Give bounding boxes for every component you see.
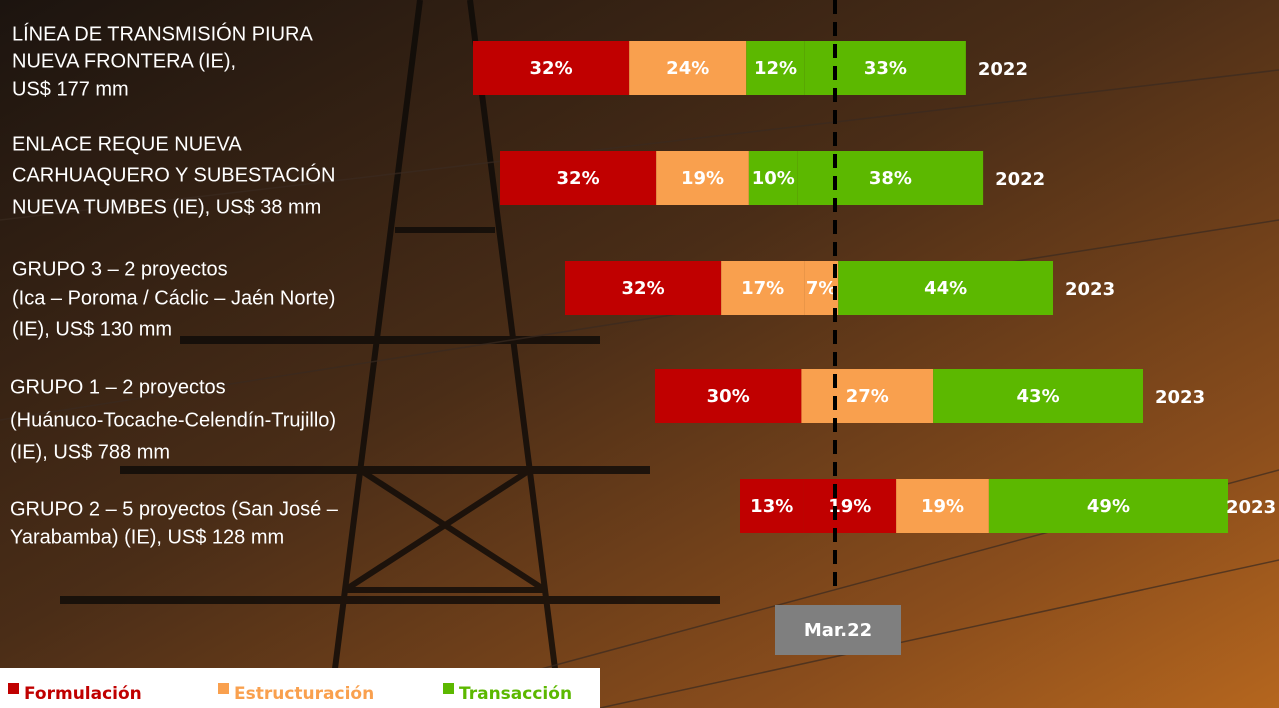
segment-label: 17%: [741, 278, 784, 299]
row-label: Yarabamba) (IE), US$ 128 mm: [10, 526, 284, 548]
segment-label: 43%: [1017, 386, 1060, 407]
year-label: 2023: [1155, 387, 1205, 408]
segment-label: 32%: [622, 278, 665, 299]
row-label: (IE), US$ 788 mm: [10, 441, 170, 463]
row-label: (Huánuco-Tocache-Celendín-Trujillo): [10, 409, 336, 431]
row-label: NUEVA FRONTERA (IE),: [12, 50, 236, 72]
legend-label: Formulación: [24, 684, 142, 704]
segment-label: 19%: [681, 168, 724, 189]
row-label: GRUPO 3 – 2 proyectos: [12, 258, 228, 280]
marker-label: Mar.22: [804, 620, 872, 641]
legend-label: Estructuración: [234, 684, 374, 704]
year-label: 2023: [1065, 279, 1115, 300]
year-label: 2022: [995, 169, 1045, 190]
legend-swatch: [443, 683, 454, 694]
segment-label: 30%: [707, 386, 750, 407]
segment-label: 24%: [666, 58, 709, 79]
segment-label: 33%: [864, 58, 907, 79]
segment-label: 12%: [754, 58, 797, 79]
segment-label: 32%: [557, 168, 600, 189]
row-label: (IE), US$ 130 mm: [12, 318, 172, 340]
row-label: US$ 177 mm: [12, 78, 129, 100]
segment-label: 10%: [752, 168, 795, 189]
row-label: ENLACE REQUE NUEVA: [12, 133, 242, 155]
segment-label: 32%: [530, 58, 573, 79]
segment-label: 27%: [846, 386, 889, 407]
segment-label: 19%: [921, 496, 964, 517]
year-label: 2022: [978, 59, 1028, 80]
legend: Formulación Estructuración Transacción: [8, 683, 572, 704]
row-label: (Ica – Poroma / Cáclic – Jaén Norte): [12, 287, 335, 309]
segment-label: 49%: [1087, 496, 1130, 517]
segment-label: 13%: [750, 496, 793, 517]
legend-label: Transacción: [459, 684, 572, 704]
row-label: NUEVA TUMBES (IE), US$ 38 mm: [12, 196, 321, 218]
slide: LÍNEA DE TRANSMISIÓN PIURA NUEVA FRONTERA…: [0, 0, 1279, 708]
row-label: GRUPO 1 – 2 proyectos: [10, 376, 226, 398]
row-label: CARHUAQUERO Y SUBESTACIÓN: [12, 163, 335, 186]
segment-label: 7%: [806, 278, 837, 299]
segment-label: 38%: [869, 168, 912, 189]
row-label: GRUPO 2 – 5 proyectos (San José –: [10, 498, 339, 520]
row-label: LÍNEA DE TRANSMISIÓN PIURA: [12, 22, 313, 45]
year-label: 2023: [1226, 497, 1276, 518]
legend-swatch: [218, 683, 229, 694]
legend-swatch: [8, 683, 19, 694]
segment-label: 44%: [924, 278, 967, 299]
